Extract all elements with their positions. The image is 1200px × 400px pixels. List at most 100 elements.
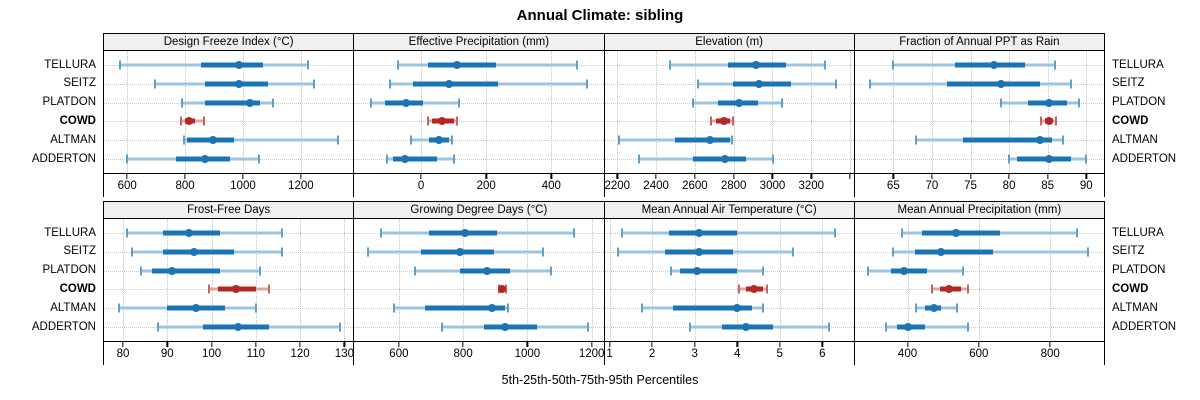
iqr-band [921,230,1001,236]
whisker-cap [901,228,904,238]
whisker-cap [710,116,713,126]
median-dot-cowd [185,117,194,126]
station-label-tellura: TELLURA [44,58,96,71]
axis-tick [242,174,244,179]
whisker-cap [867,266,870,276]
axis-tick-label: 400 [541,180,561,192]
whisker-cap [413,266,416,276]
median-dot-adderton [1045,155,1054,163]
iqr-band [1016,156,1071,162]
iqr-band [947,81,1040,87]
gridline-vertical [617,51,619,173]
axis-tick-label: 2400 [643,180,669,192]
axis-tick [616,174,618,179]
median-dot-adderton [741,323,750,331]
gridline-horizontal [354,140,604,142]
axis-tick [122,342,124,347]
axis-tick-label: 90 [1079,180,1093,192]
median-dot-seitz [754,79,763,88]
axis-tick [733,174,735,179]
whisker-cap [385,154,388,164]
station-label-tellura: TELLURA [1112,226,1164,239]
panel-design-freeze-index-c: Design Freeze Index (°C) 600 800 1000 1200 [104,33,355,197]
whisker-cap [731,116,734,126]
axis-tick-label: 800 [175,180,195,192]
axis-tick [969,174,972,179]
panel-strip-title: Effective Precipitation (mm) [354,33,604,51]
panel-strip-title: Frost-Free Days [104,201,354,219]
whisker-cap [457,98,460,108]
median-dot-platdon [246,98,255,107]
axis-tick-label: 1000 [514,348,541,360]
axis-tick [590,342,593,347]
station-label-tellura: TELLURA [1112,58,1164,71]
station-label-cowd: COWD [59,114,96,127]
gridline-vertical [772,51,774,173]
median-dot-tellura [185,229,194,237]
axis-tick [771,174,774,179]
axis-tick-label: 110 [246,348,266,360]
gridline-vertical [737,219,739,341]
gridline-horizontal [354,121,604,123]
whisker-cap [781,98,784,108]
iqr-band [200,62,264,68]
whisker-cap [268,284,271,294]
gridline-vertical [527,219,529,341]
gridline-vertical [1009,51,1011,173]
median-dot-tellura [951,229,960,237]
whisker-cap [961,266,964,276]
gridline-vertical [486,51,488,173]
whisker-cap [696,79,699,89]
station-label-seitz: SEITZ [1112,77,1145,90]
gridline-vertical [300,51,302,173]
whisker-cap [312,79,315,89]
gridline-vertical [398,219,400,341]
whisker-cap [441,322,444,332]
axis-tick-label: 200 [476,180,496,192]
iqr-band [427,62,496,68]
whisker-cap [153,79,156,89]
whisker-cap [507,303,510,313]
whisker-cap [892,60,895,70]
whisker-cap [915,135,918,145]
whisker-cap [761,303,764,313]
iqr-band [669,230,738,236]
whisker-cap [931,284,934,294]
whisker-cap [393,303,396,313]
axis-tick [736,342,738,347]
gridline-vertical [211,219,213,341]
whisker-cap [586,79,589,89]
whisker-cap [157,322,160,332]
axis-tick [526,342,529,347]
median-dot-cowd [944,285,953,294]
axis-tick [550,174,553,179]
gridline-vertical [970,51,972,173]
panel-strip-title: Design Freeze Index (°C) [104,33,354,51]
x-axis: 600 800 1000 1200 [354,342,604,365]
whisker-cap [380,228,383,238]
station-label-altman: ALTMAN [50,301,96,314]
whisker-cap [772,154,775,164]
axis-caption: 5th-25th-50th-75th-95th Percentiles [501,373,699,387]
gridline-horizontal [354,289,604,291]
whisker-cap [689,322,692,332]
gridline-vertical [850,51,852,173]
whisker-cap [765,284,768,294]
whisker-cap [1055,116,1058,126]
median-dot-platdon [483,266,492,275]
axis-tick-label: 80 [1002,180,1016,192]
axis-tick [779,342,781,347]
gridline-vertical [609,219,611,341]
whisker-cap [691,98,694,108]
panels-container: Frost-Free Days 80 90 100 110 120 130 Growing D… [103,201,1105,365]
median-dot-seitz [234,79,243,88]
axis-tick [210,342,213,347]
median-dot-platdon [402,98,411,107]
gridline-vertical [591,219,593,341]
whisker-cap [281,247,284,257]
panel-plot-area [354,219,604,342]
x-axis: 2200 2400 2600 2800 3000 3200 [605,174,854,197]
whisker-cap [617,247,620,257]
whisker-cap [426,116,429,126]
gridline-horizontal [854,159,1104,160]
